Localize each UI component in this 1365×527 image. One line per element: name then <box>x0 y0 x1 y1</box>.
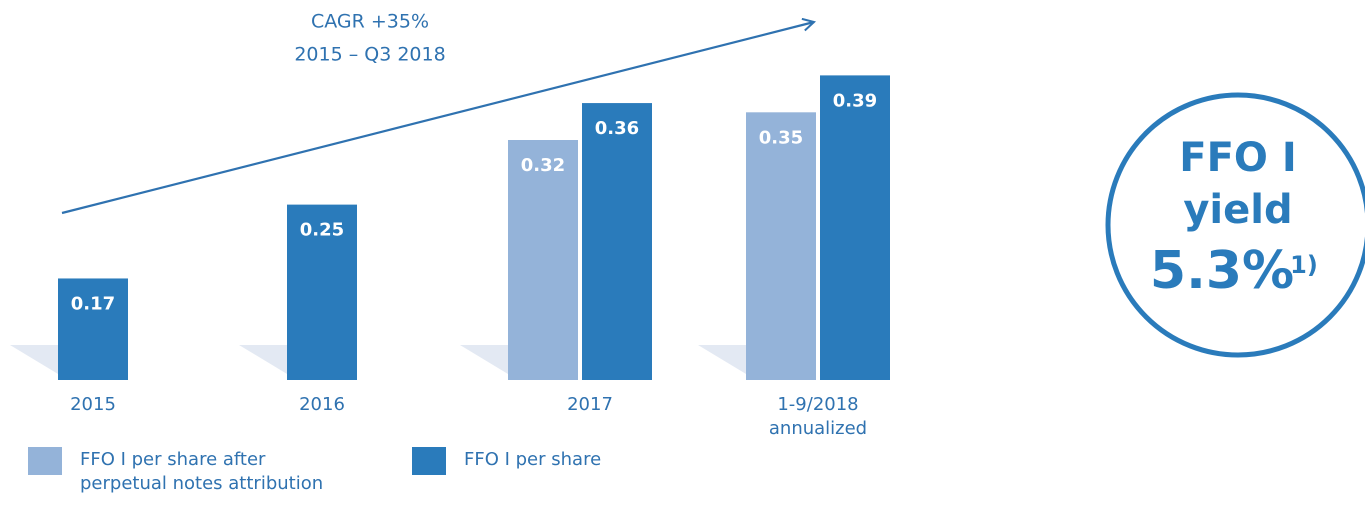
callout-text: yield <box>1183 187 1292 233</box>
bar <box>287 204 357 380</box>
callout-text: FFO I <box>1179 135 1296 181</box>
bar <box>820 75 890 380</box>
value-label: 0.17 <box>71 293 115 314</box>
bar <box>58 278 128 380</box>
value-label: 0.35 <box>759 127 803 148</box>
cagr-arrow <box>61 22 814 215</box>
annotation: CAGR +35% <box>311 11 429 33</box>
legend-swatch <box>28 447 62 475</box>
legend-label: FFO I per share <box>464 449 602 470</box>
value-label: 0.32 <box>521 155 565 176</box>
x-tick-label: 2016 <box>299 394 345 415</box>
value-label: 0.25 <box>300 220 344 241</box>
callout-circle <box>1105 92 1365 358</box>
x-tick-label: 1-9/2018 annualized <box>768 394 868 439</box>
value-label: 0.36 <box>595 118 639 139</box>
x-tick-label: 2015 <box>70 394 116 415</box>
callout-note: 1) <box>1290 251 1318 279</box>
bar <box>746 112 816 381</box>
bar <box>582 103 652 381</box>
callout-value: 5.3% <box>1150 241 1294 301</box>
annotation: 2015 – Q3 2018 <box>294 44 445 66</box>
x-tick-label: 2017 <box>567 394 613 415</box>
legend-label: FFO I per share after perpetual notes at… <box>80 449 324 494</box>
bar <box>508 140 578 380</box>
legend-swatch <box>412 447 446 475</box>
value-label: 0.39 <box>833 90 877 111</box>
